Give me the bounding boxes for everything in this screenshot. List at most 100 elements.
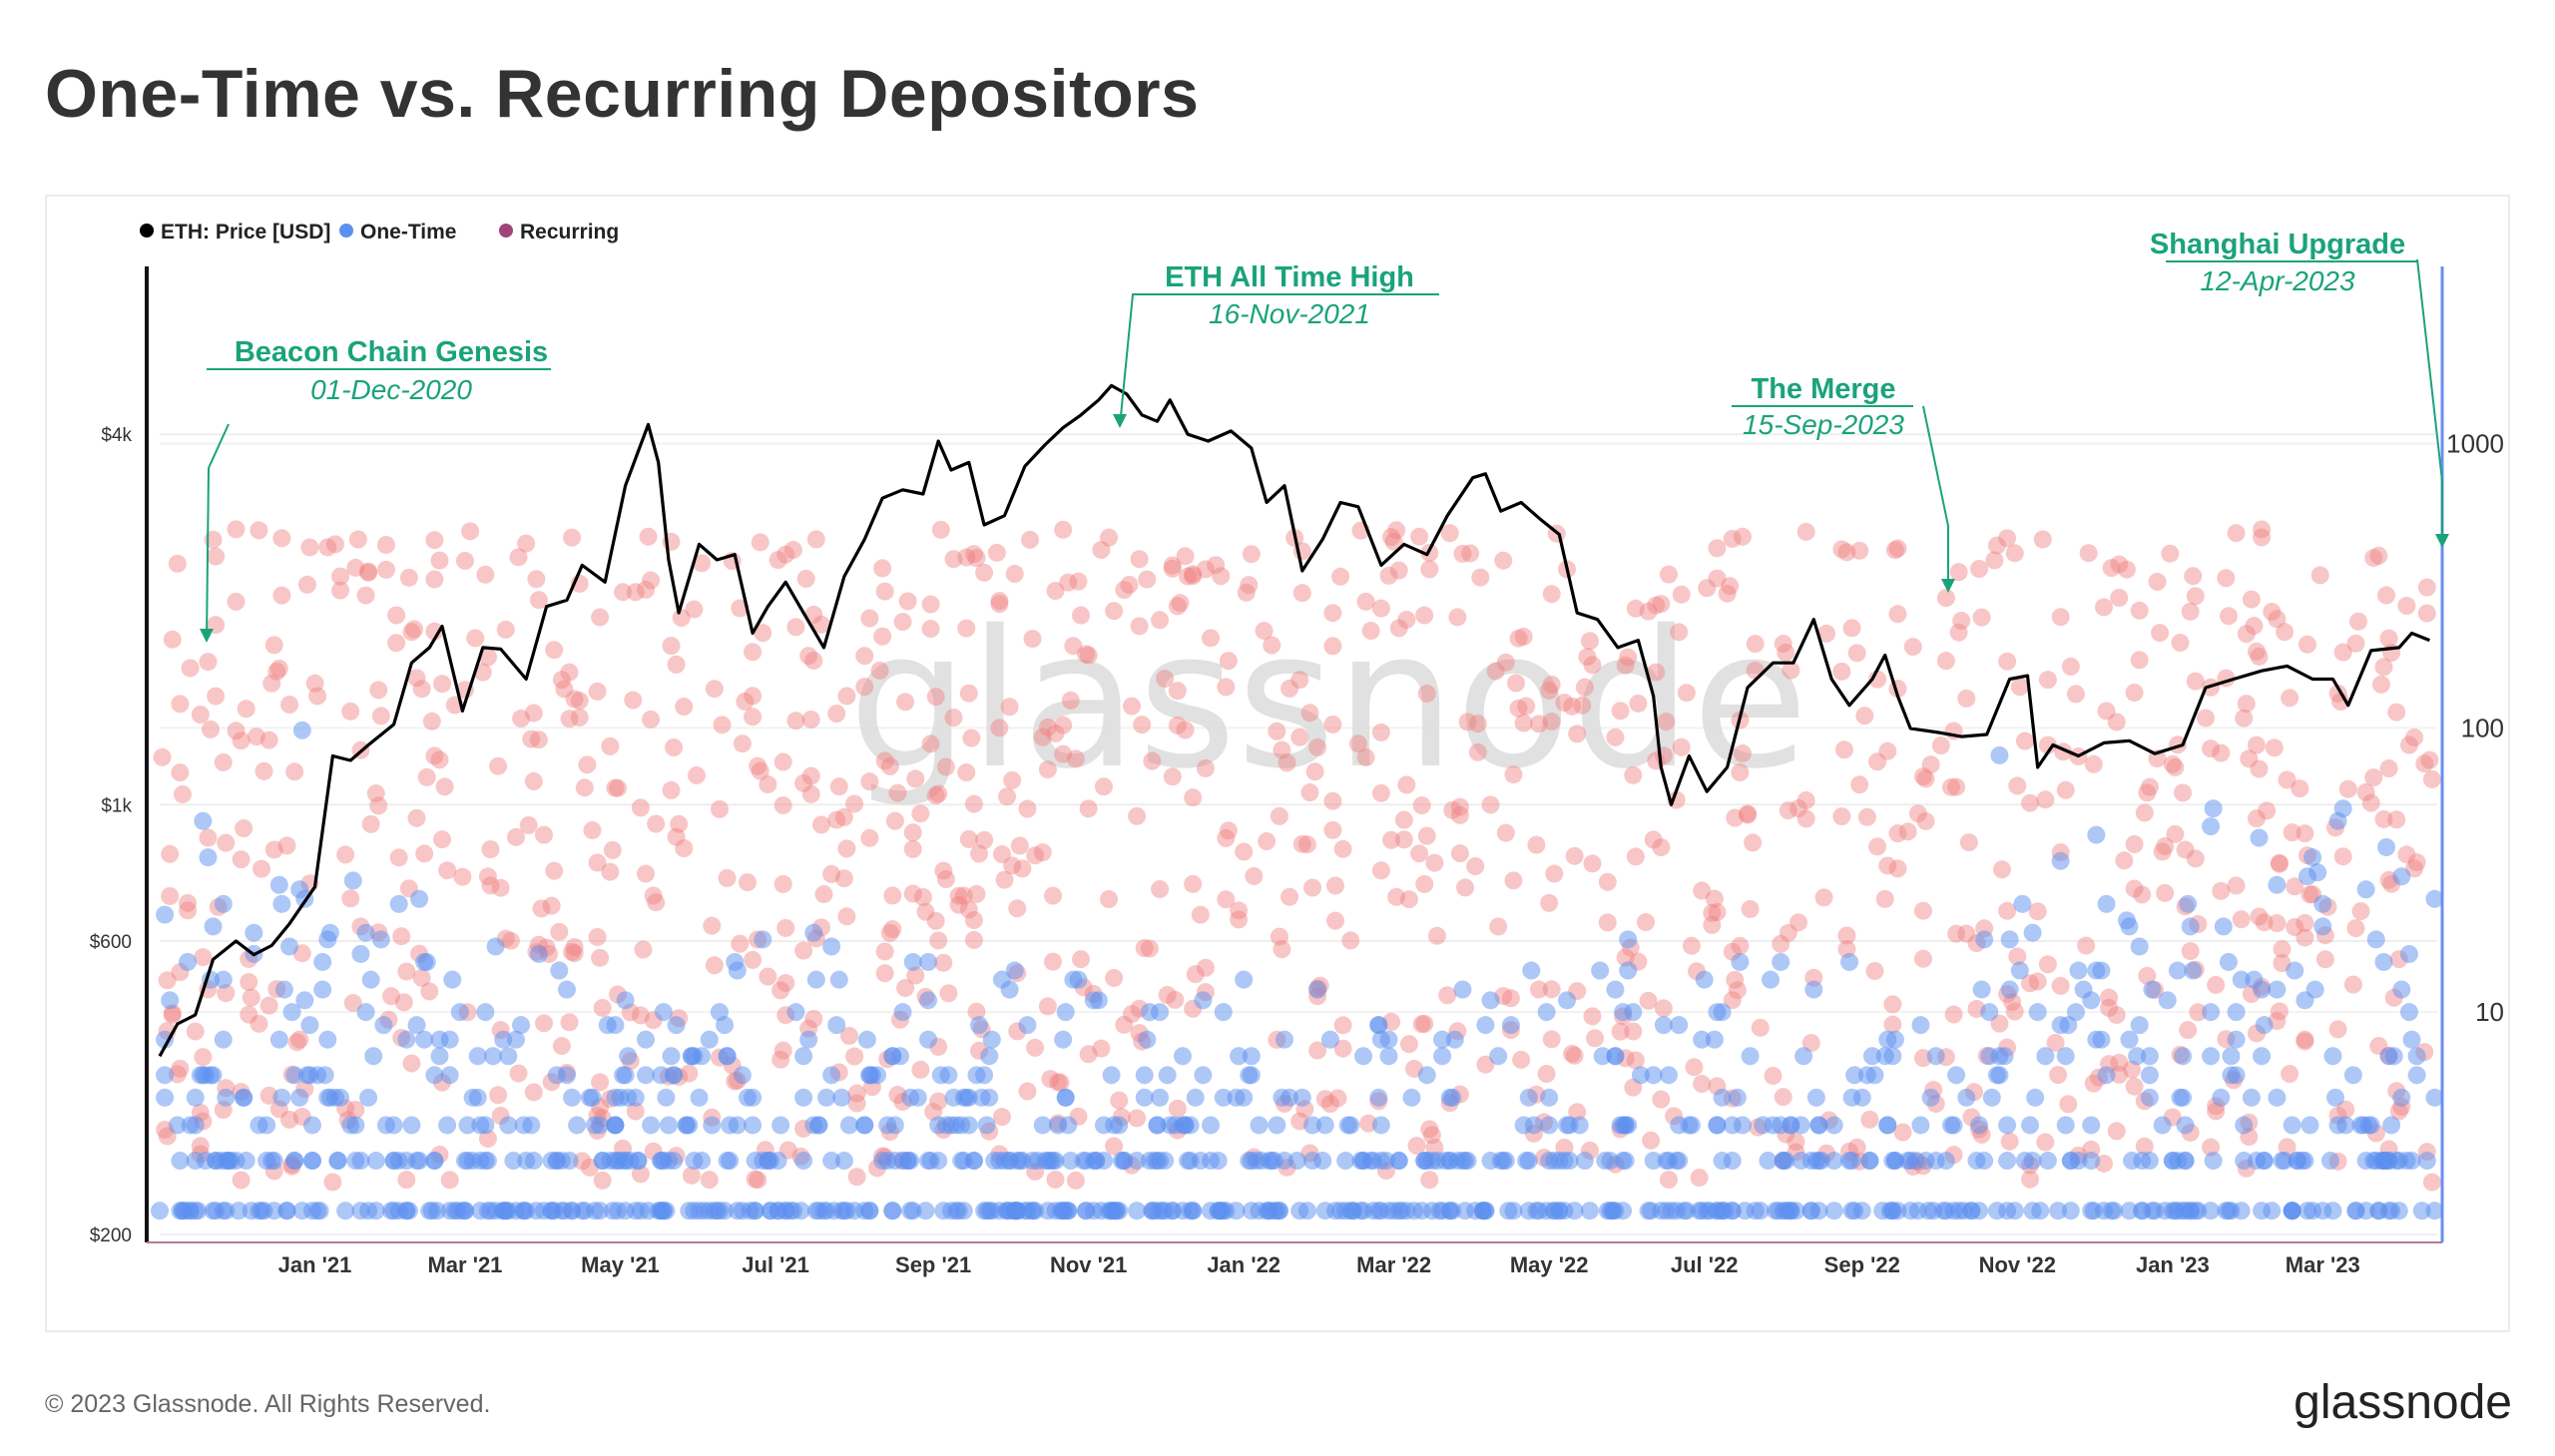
recurring-point [264,840,283,859]
recurring-point [1308,1041,1327,1060]
recurring-point [2207,975,2226,994]
recurring-point [939,984,958,1003]
one-time-point [402,1116,421,1135]
one-time-point [285,1152,304,1171]
one-time-point [1161,1116,1180,1135]
recurring-point [425,531,444,550]
recurring-point [2125,684,2144,703]
recurring-point [412,680,431,699]
recurring-point [1235,842,1254,861]
recurring-point [371,707,390,726]
one-time-point [2168,1152,2187,1171]
one-time-point [161,991,180,1010]
recurring-point [1868,752,1887,771]
one-time-point [2392,980,2411,999]
annotation-title: Shanghai Upgrade [2150,229,2405,260]
one-time-point [1614,1152,1633,1171]
recurring-point [1412,796,1431,815]
recurring-point [685,600,704,619]
recurring-point [2346,919,2365,938]
recurring-point [1280,679,1299,698]
one-time-point [397,1030,416,1049]
one-time-point [1202,1116,1221,1135]
gridlines [160,433,2437,1235]
recurring-point [2265,738,2284,757]
recurring-point [1064,637,1083,656]
one-time-point [1194,991,1213,1010]
recurring-point [1626,847,1645,866]
one-time-point [397,1202,416,1220]
recurring-point [1458,713,1477,731]
recurring-point [1122,1005,1141,1024]
one-time-point [959,1088,978,1107]
recurring-point [522,729,541,748]
one-time-point [1921,1088,1940,1107]
recurring-point [1751,1018,1770,1037]
one-time-point [1273,1088,1291,1107]
recurring-point [680,1064,699,1083]
recurring-point [1616,656,1635,675]
legend-marker [339,224,353,238]
recurring-point [2369,546,2388,565]
recurring-point [191,1137,210,1156]
recurring-point [2028,972,2047,991]
one-time-point [662,1047,681,1066]
one-time-point [440,1202,459,1220]
recurring-point [744,687,763,706]
recurring-point [931,520,950,539]
recurring-point [642,571,661,590]
recurring-point [2417,578,2436,597]
recurring-point [1384,532,1403,551]
recurring-point [705,680,724,699]
one-time-point [2369,1202,2388,1220]
one-time-point [1926,1047,1945,1066]
recurring-point [601,862,620,881]
recurring-point [1565,846,1584,865]
one-time-point [1975,1152,1994,1171]
recurring-point [2125,835,2144,854]
one-time-point [1275,1030,1293,1049]
recurring-point [759,967,777,986]
recurring-point [1300,783,1319,802]
one-time-point [230,1202,249,1220]
recurring-point [2276,623,2295,642]
recurring-point [343,994,362,1013]
recurring-point [1639,602,1658,621]
recurring-point [214,752,233,771]
recurring-point [1176,721,1195,739]
recurring-point [926,688,945,707]
recurring-point [626,583,645,602]
recurring-point [524,771,543,790]
one-time-point [2056,1116,2075,1135]
one-time-point [2120,917,2139,936]
one-time-point [295,991,314,1010]
one-time-point [1865,1066,1884,1085]
one-time-point [563,1088,582,1107]
one-time-point [2097,1066,2116,1085]
one-time-point [1186,1088,1205,1107]
one-time-point [1728,1088,1747,1107]
recurring-point [435,777,454,796]
one-time-point [1308,980,1327,999]
recurring-point [453,867,472,886]
one-time-point [1619,961,1638,980]
recurring-point [2315,950,2334,969]
brand-logo[interactable]: glassnode [2294,1376,2512,1429]
recurring-point [394,993,413,1012]
recurring-point [2268,610,2287,629]
recurring-point [2021,793,2040,812]
recurring-point [934,861,953,880]
recurring-point [2338,779,2357,798]
recurring-point [235,819,254,838]
recurring-point [2107,1122,2126,1141]
recurring-point [1158,986,1177,1005]
recurring-point [786,712,805,730]
recurring-point [478,648,497,667]
one-time-point [1491,1152,1510,1171]
one-time-point [1639,1202,1658,1220]
one-time-point [1209,1152,1228,1171]
recurring-point [1850,541,1869,560]
recurring-point [1038,997,1057,1016]
recurring-point [1723,529,1742,548]
recurring-point [1898,822,1917,841]
